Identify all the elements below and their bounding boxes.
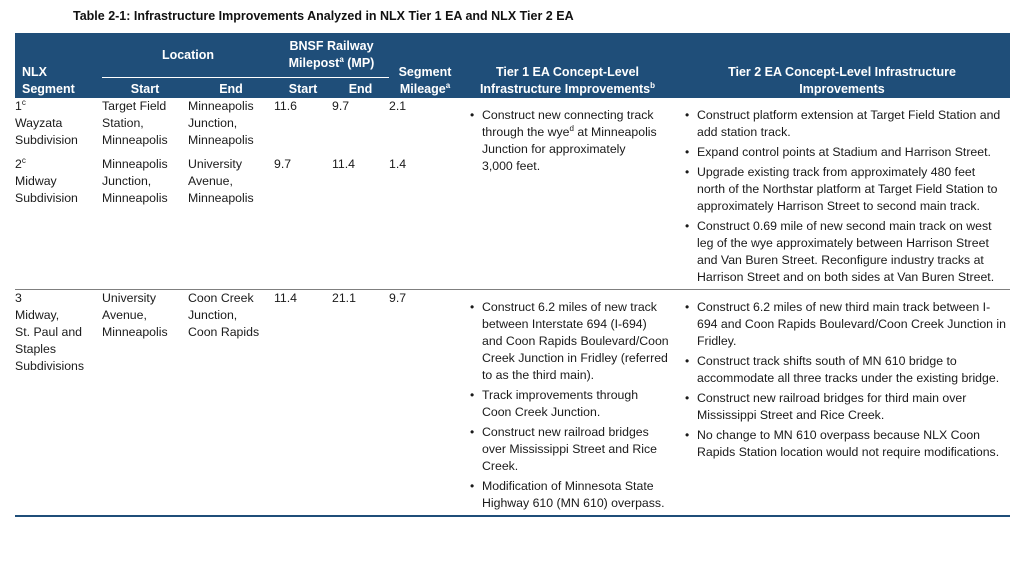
table-row: 3 Midway, St. Paul and Staples Subdivisions …: [15, 290, 1010, 517]
segment-cell: 3 Midway, St. Paul and Staples Subdivisions: [15, 290, 102, 517]
header-nlx-segment: NLX Segment: [15, 33, 102, 98]
tier1-cell: Construct 6.2 miles of new track between…: [461, 290, 674, 517]
mileage-cell: 1.4: [389, 157, 407, 172]
list-item: Upgrade existing track from approximatel…: [684, 164, 1006, 215]
mp-end-cell: 9.7: [332, 99, 350, 113]
list-item: Construct 6.2 miles of new track between…: [469, 299, 670, 384]
mileage-cell: 2.1: [389, 99, 407, 113]
table-caption: Table 2-1: Infrastructure Improvements A…: [73, 9, 574, 23]
location-start-cell: Target Field Station, Minneapolis: [102, 99, 168, 147]
header-segment-mileage: Segment Mileagea: [389, 33, 461, 98]
mp-start-cell: 11.6: [274, 99, 298, 113]
segment-cell: 2c Midway Subdivision: [15, 156, 78, 206]
header-bnsf-milepost: BNSF Railway Mileposta (MP): [274, 33, 389, 78]
list-item: Construct platform extension at Target F…: [684, 107, 1006, 141]
mp-end-cell: 21.1: [332, 290, 389, 517]
header-tier1: Tier 1 EA Concept-Level Infrastructure Im…: [461, 33, 674, 98]
mp-start-cell: 11.4: [274, 290, 332, 517]
header-location-start: Start: [102, 77, 188, 98]
tier2-cell: Construct platform extension at Target F…: [674, 98, 1010, 290]
list-item: Modification of Minnesota State Highway …: [469, 478, 670, 512]
header-tier2: Tier 2 EA Concept-Level Infrastructure Im…: [674, 33, 1010, 98]
header-location-end: End: [188, 77, 274, 98]
table-row: 1c Wayzata Subdivision Target Field Station…: [15, 97, 1010, 284]
header-location: Location: [102, 33, 274, 78]
location-end-cell: University Avenue, Minneapolis: [188, 157, 254, 206]
list-item: Construct 6.2 miles of new third main tr…: [684, 299, 1006, 350]
location-start-cell: Minneapolis Junction, Minneapolis: [102, 157, 168, 206]
location-end-cell: Coon Creek Junction, Coon Rapids: [188, 290, 274, 517]
tier2-cell: Construct 6.2 miles of new third main tr…: [674, 290, 1010, 517]
list-item: Construct 0.69 mile of new second main t…: [684, 218, 1006, 286]
infrastructure-table: NLX Segment Location BNSF Railway Milepost…: [15, 33, 1010, 517]
segment-cell: 1c Wayzata Subdivision: [15, 97, 78, 147]
list-item: Construct new railroad bridges for third…: [684, 390, 1006, 424]
table-row: 2c Midway Subdivision Minneapolis Junction,…: [15, 156, 1010, 289]
list-item: Construct track shifts south of MN 610 b…: [684, 353, 1006, 387]
list-item: Expand control points at Stadium and Har…: [684, 144, 1006, 161]
list-item: No change to MN 610 overpass because NLX…: [684, 427, 1006, 461]
location-start-cell: University Avenue, Minneapolis: [102, 290, 188, 517]
location-end-cell: Minneapolis Junction, Minneapolis: [188, 99, 254, 147]
row-divider: [15, 289, 1010, 290]
header-mp-start: Start: [274, 77, 332, 98]
mp-end-cell: 11.4: [332, 157, 356, 172]
mp-start-cell: 9.7: [274, 157, 292, 172]
list-item: Track improvements through Coon Creek Ju…: [469, 387, 670, 421]
list-item: Construct new railroad bridges over Miss…: [469, 424, 670, 475]
header-mp-end: End: [332, 77, 389, 98]
mileage-cell: 9.7: [389, 290, 461, 517]
